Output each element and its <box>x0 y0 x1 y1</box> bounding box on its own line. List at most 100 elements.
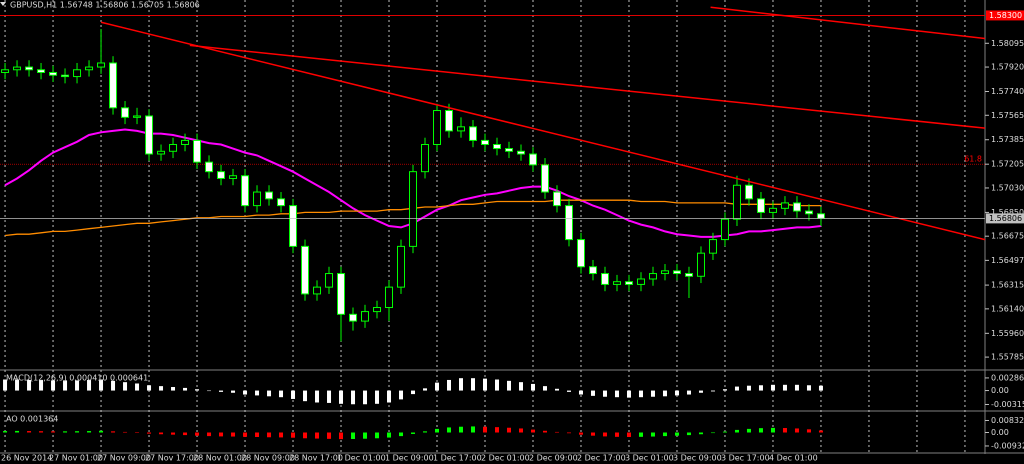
y-tick-label: 1.57920 <box>991 63 1024 72</box>
indicator-bar <box>662 432 667 437</box>
indicator-bar <box>686 390 691 395</box>
indicator-bar <box>3 431 8 433</box>
candle-body <box>564 205 573 241</box>
candle-body <box>816 213 825 219</box>
candle-body <box>708 239 717 254</box>
candle-body <box>540 164 549 193</box>
x-tick-label: 4 Dec 01:00 <box>769 454 818 463</box>
indicator-bar <box>794 384 799 391</box>
candle-body <box>660 270 669 275</box>
indicator-bar <box>399 390 404 400</box>
x-tick-label: 1 Dec 09:00 <box>385 454 434 463</box>
indicator-bar <box>15 379 20 391</box>
x-tick-label: 2 Dec 01:00 <box>481 454 530 463</box>
x-tick-label: 28 Nov 09:00 <box>241 454 295 463</box>
indicator-bar <box>818 385 823 391</box>
candle-body <box>97 62 106 68</box>
y-tick-label: -0.009326 <box>991 441 1024 450</box>
x-tick-label: 2 Dec 17:00 <box>577 454 626 463</box>
candle-body <box>73 69 82 78</box>
indicator-bar <box>423 431 428 433</box>
price-label: 1.58300 <box>989 11 1022 20</box>
indicator-bar <box>483 426 488 433</box>
candle-body <box>672 270 681 275</box>
y-tick-label: 1.57740 <box>991 87 1024 96</box>
y-tick-label: 1.55785 <box>991 353 1024 362</box>
candle-body <box>241 175 250 207</box>
trend-line <box>100 21 985 241</box>
candle-body <box>433 110 442 145</box>
indicator-bar <box>231 390 236 393</box>
indicator-bar <box>279 390 284 398</box>
indicator-bar <box>746 428 751 433</box>
indicator-bar <box>483 378 488 391</box>
candle-body <box>85 66 94 71</box>
indicator-bar <box>147 432 152 434</box>
indicator-bar <box>650 390 655 397</box>
indicator-bar <box>387 390 392 403</box>
indicator-bar <box>758 385 763 391</box>
x-tick-label: 27 Nov 09:00 <box>97 454 151 463</box>
indicator-bar <box>710 390 715 392</box>
candle-body <box>193 139 202 163</box>
candle-body <box>648 273 657 280</box>
fib-label: 61.8 <box>964 155 982 164</box>
indicator-bar <box>435 428 440 433</box>
indicator-bar <box>518 382 523 391</box>
y-tick-label: 0.00 <box>991 428 1009 437</box>
indicator-bar <box>674 390 679 396</box>
indicator-bar <box>578 432 583 435</box>
indicator-bar <box>710 432 715 434</box>
x-tick-label: 27 Nov 17:00 <box>145 454 199 463</box>
indicator-bar <box>267 390 272 397</box>
price-label: 1.56806 <box>989 214 1022 223</box>
candle-body <box>145 115 154 155</box>
indicator-bar <box>123 431 128 433</box>
indicator-bar <box>459 426 464 433</box>
indicator-bar <box>602 432 607 437</box>
candle-body <box>217 171 226 179</box>
indicator-bar <box>315 390 320 403</box>
indicator-bar <box>255 432 260 437</box>
indicator-bar <box>279 432 284 438</box>
candle-body <box>37 69 46 73</box>
indicator-bar <box>566 432 571 434</box>
candle-body <box>636 278 645 285</box>
candle-body <box>121 107 130 118</box>
indicator-bar <box>447 379 452 391</box>
candle-body <box>133 115 142 118</box>
indicator-bar <box>794 428 799 433</box>
candle-body <box>337 273 346 315</box>
indicator-bar <box>195 389 200 391</box>
indicator-bar <box>195 432 200 436</box>
x-tick-label: 28 Nov 17:00 <box>289 454 343 463</box>
indicator-bar <box>159 386 164 391</box>
indicator-bar <box>87 379 92 391</box>
indicator-bar <box>626 432 631 437</box>
indicator-bar <box>590 432 595 436</box>
indicator-bar <box>602 390 607 397</box>
candle-body <box>756 198 765 213</box>
indicator-bar <box>183 387 188 391</box>
candle-body <box>61 74 70 78</box>
x-tick-label: 27 Nov 01:00 <box>49 454 103 463</box>
candle-body <box>804 210 813 215</box>
indicator-bar <box>411 432 416 434</box>
indicator-bar <box>39 379 44 391</box>
indicator-bar <box>387 432 392 438</box>
indicator-bar <box>806 385 811 391</box>
indicator-bar <box>27 379 32 391</box>
indicator-bar <box>123 382 128 391</box>
candle-body <box>600 273 609 285</box>
indicator-bar <box>506 427 511 433</box>
indicator-bar <box>51 431 56 433</box>
y-tick-label: 1.56315 <box>991 281 1024 290</box>
indicator-bar <box>506 380 511 391</box>
indicator-bar <box>207 390 212 392</box>
candle-body <box>409 171 418 247</box>
y-tick-label: 1.55960 <box>991 329 1024 338</box>
indicator-bar <box>159 432 164 435</box>
indicator-bar <box>3 379 8 391</box>
indicator-bar <box>566 390 571 392</box>
candle-body <box>528 153 537 166</box>
